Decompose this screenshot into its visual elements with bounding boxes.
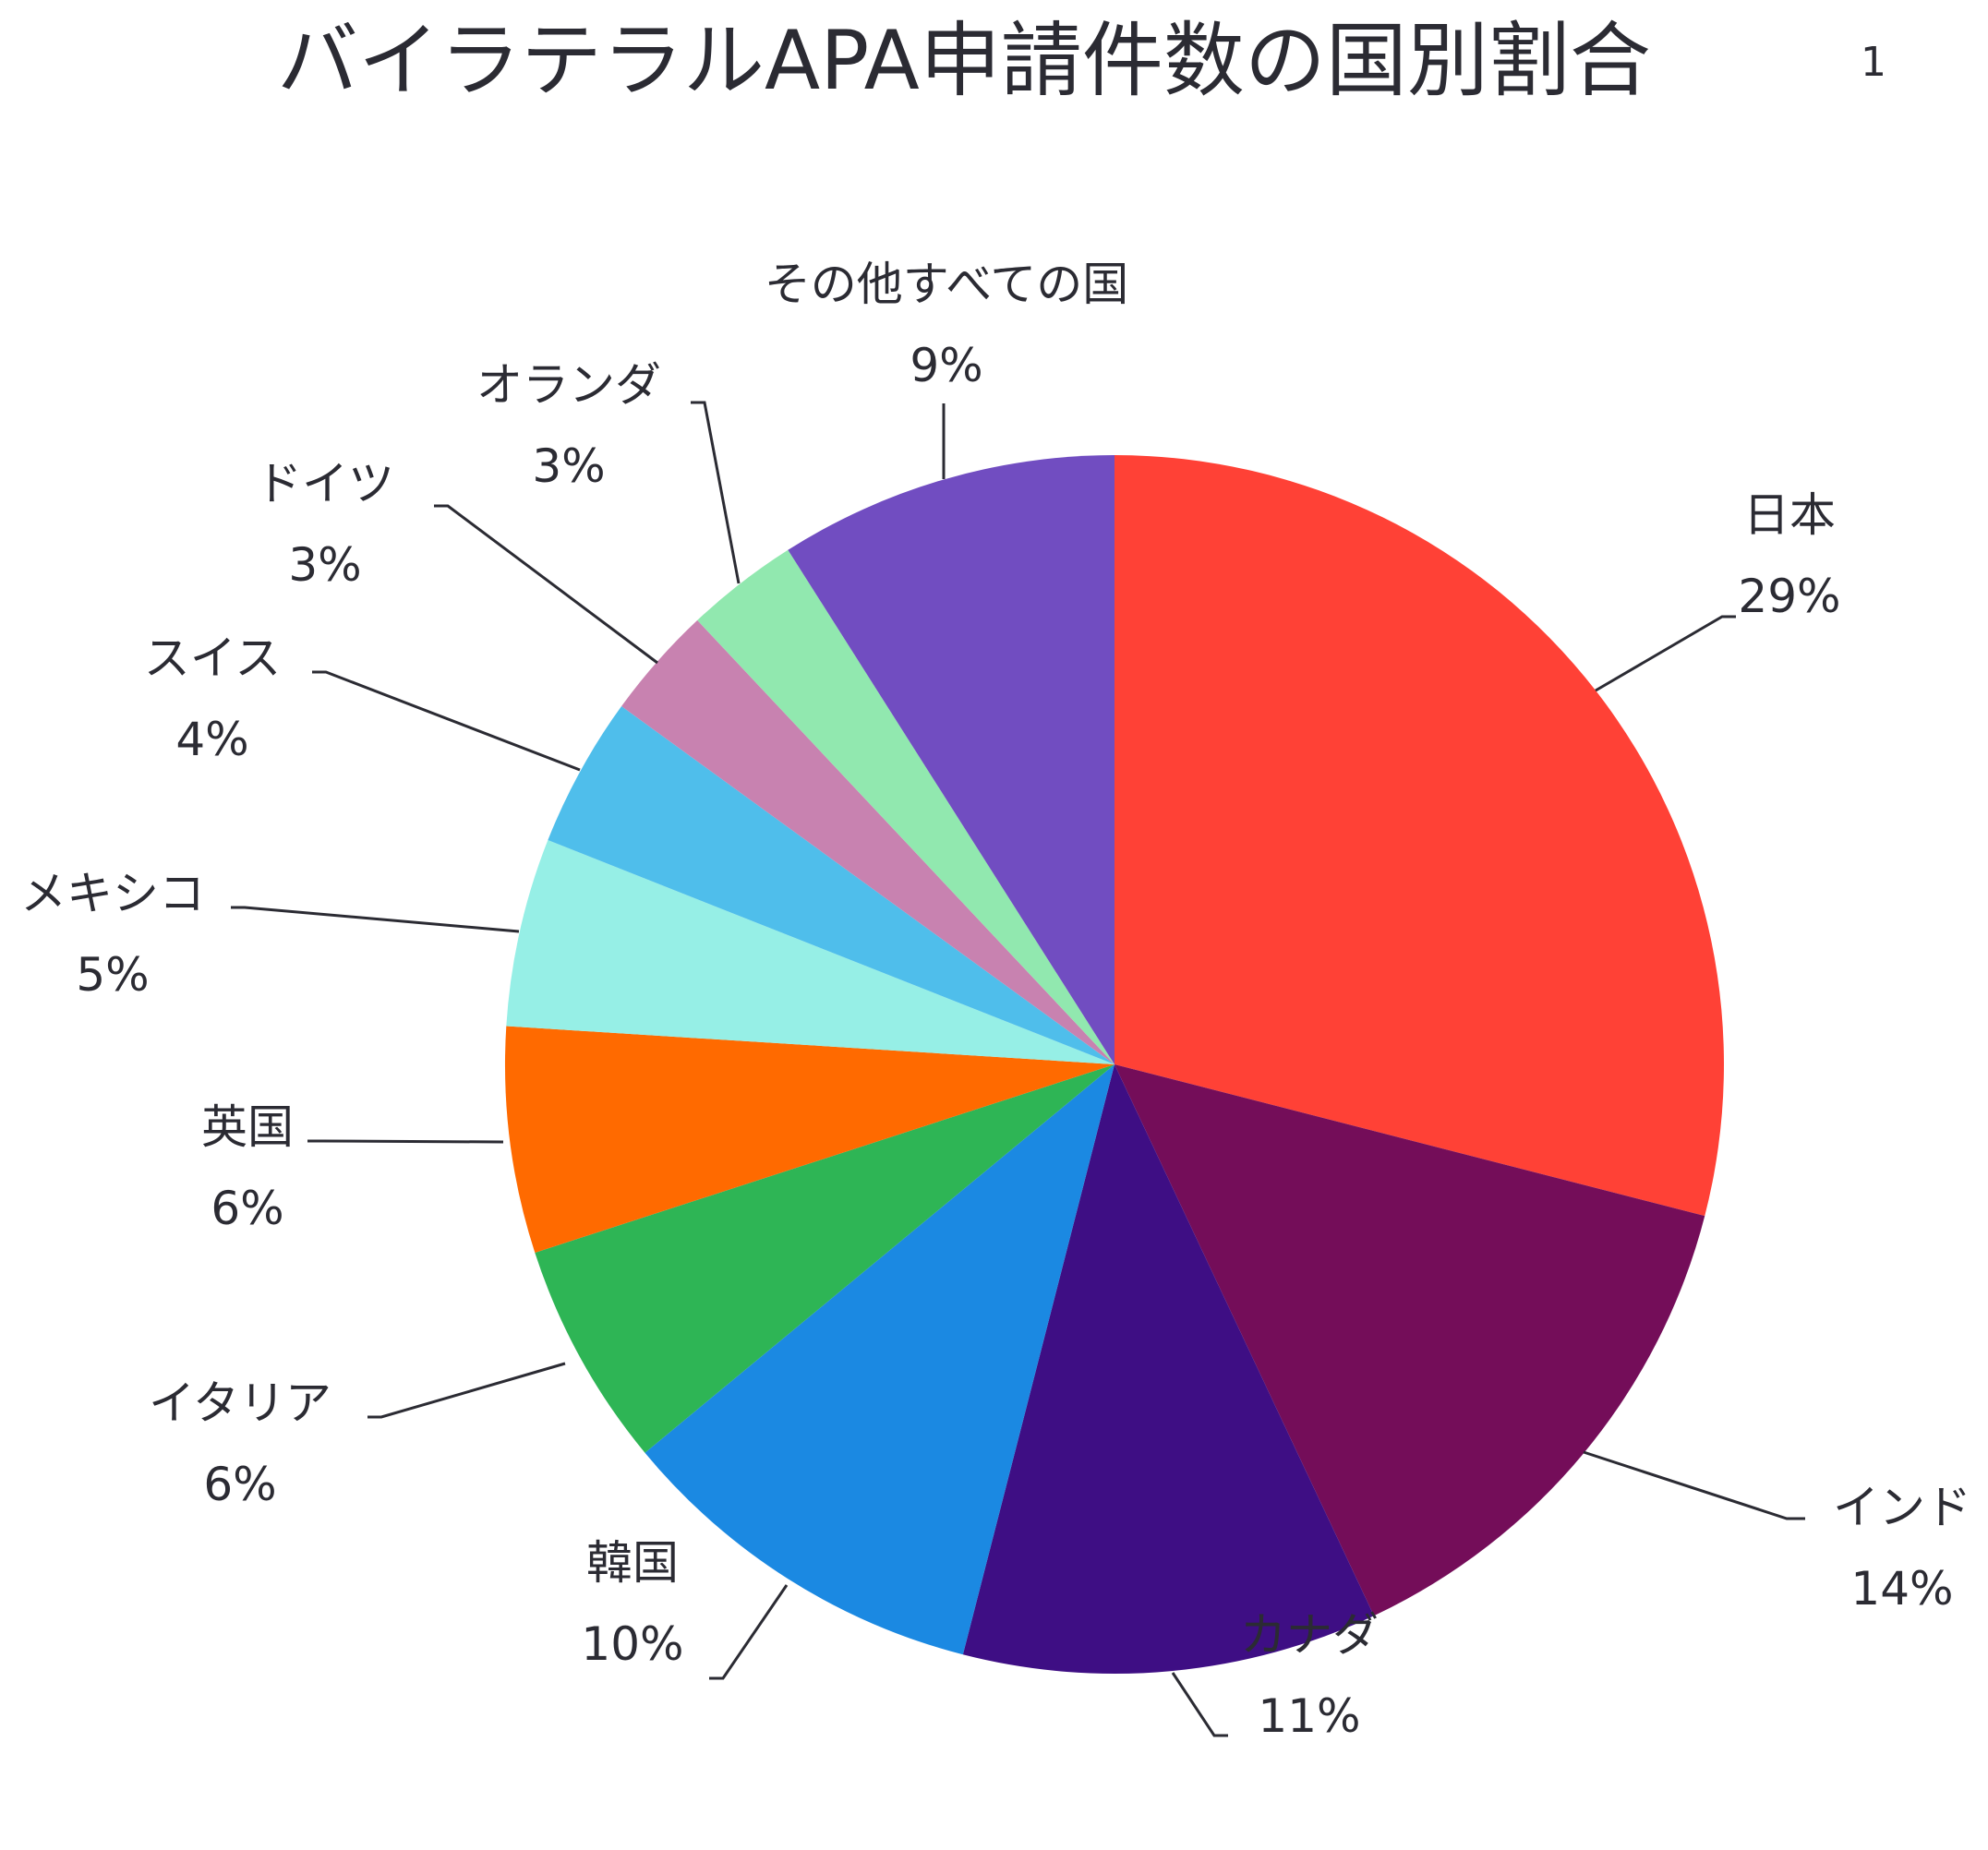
slice-label-value: 3% [532, 439, 605, 493]
leader-line [307, 1139, 504, 1144]
slice-label-name: オランダ [476, 358, 661, 412]
slice-label-value: 6% [203, 1458, 276, 1511]
chart-title-text: バイラテラルAPA申請件数の国別割合 [277, 13, 1651, 108]
slice-label-value: 6% [211, 1182, 283, 1235]
pie-slice [535, 1064, 1114, 1453]
pie-slice [504, 1026, 1114, 1253]
slice-label-name: イタリア [149, 1376, 331, 1430]
slice-label-value: 3% [288, 538, 361, 592]
pie-slice [697, 549, 1114, 1064]
leader-line [367, 1362, 566, 1419]
slice-label-name: 英国 [201, 1100, 294, 1154]
slice-label-name: 韓国 [586, 1536, 679, 1590]
leader-line [434, 504, 658, 665]
slice-label-value: 29% [1738, 570, 1840, 623]
slice-label-name: カナダ [1240, 1608, 1379, 1662]
slice-label-name: メキシコ [20, 867, 205, 920]
pie-slice [788, 455, 1114, 1064]
pie-slices [504, 455, 1724, 1674]
pie-slice [645, 1064, 1114, 1655]
pie-slice [962, 1064, 1375, 1674]
slice-label-value: 14% [1850, 1562, 1953, 1616]
slice-label-name: 日本 [1743, 488, 1836, 542]
pie-slice [621, 619, 1114, 1064]
leader-line [691, 401, 741, 584]
leader-line [1595, 615, 1736, 692]
pie-slice [506, 840, 1114, 1064]
slice-label-value: 10% [581, 1617, 683, 1671]
slice-label-name: インド [1833, 1481, 1971, 1534]
pie-slice [1114, 1064, 1705, 1616]
slice-label-name: ドイツ [256, 457, 394, 511]
chart-title: バイラテラルAPA申請件数の国別割合 1 [277, 13, 1886, 108]
slice-label-value: 11% [1258, 1689, 1360, 1743]
slice-label-value: 4% [175, 713, 248, 766]
chart-title-superscript: 1 [1861, 39, 1886, 86]
slice-label-name: その他すべての国 [765, 258, 1129, 311]
leader-line [1171, 1672, 1228, 1737]
slice-labels: 日本 29% インド 14% カナダ 11% 韓国 10% イタリア 6% 英国 6% メキシコ 5% スイ… [20, 258, 1971, 1743]
pie-slice [548, 706, 1114, 1064]
leader-line [709, 1584, 789, 1680]
leader-line [312, 670, 581, 772]
leader-line [1583, 1450, 1805, 1520]
slice-label-value: 9% [910, 339, 982, 392]
leader-line [231, 906, 520, 933]
slice-label-value: 5% [76, 948, 149, 1002]
leader-lines [231, 401, 1805, 1737]
slice-label-name: スイス [144, 631, 282, 685]
pie-slice [1114, 455, 1724, 1217]
